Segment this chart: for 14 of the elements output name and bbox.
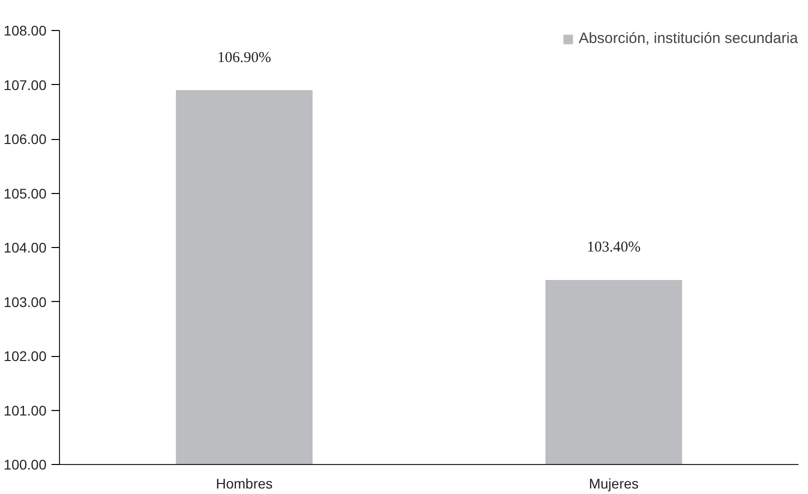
y-tick-label: 100.00 [4, 456, 47, 472]
y-tick-label: 106.00 [4, 131, 47, 147]
legend-label: Absorción, institución secundaria [578, 30, 798, 47]
x-tick-label: Mujeres [588, 476, 639, 492]
y-tick-label: 108.00 [4, 22, 47, 38]
data-label: 103.40% [586, 240, 641, 256]
y-tick-label: 101.00 [4, 402, 47, 418]
data-label: 106.90% [217, 50, 272, 66]
y-tick-label: 102.00 [4, 348, 47, 364]
y-tick-label: 103.00 [4, 294, 47, 310]
x-tick-label: Hombres [216, 476, 273, 492]
y-tick-label: 105.00 [4, 185, 47, 202]
y-tick-label: 107.00 [4, 76, 47, 93]
y-tick-label: 104.00 [4, 240, 47, 256]
